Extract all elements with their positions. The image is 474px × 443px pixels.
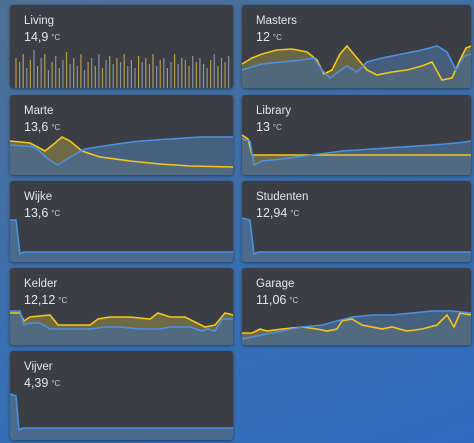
sensor-card-studenten[interactable]: Studenten 12,94 °C (242, 181, 471, 262)
sensor-card-garage[interactable]: Garage 11,06 °C (242, 268, 471, 345)
series-line-blue (242, 217, 471, 256)
sensor-card-kelder[interactable]: Kelder 12,12 °C (10, 268, 233, 345)
series-fill-blue (242, 218, 471, 262)
history-graph-masters (242, 44, 471, 88)
empty-dashboard-area (242, 349, 471, 441)
history-graph-studenten (242, 217, 471, 262)
series-line-yellow (10, 312, 233, 328)
series-line-blue (242, 138, 471, 167)
unit-label: °C (51, 123, 61, 132)
sensor-card-vijver[interactable]: Vijver 4,39 °C (10, 351, 233, 440)
unit-label: °C (289, 296, 299, 305)
unit-label: °C (272, 123, 282, 132)
series-fill-blue (10, 311, 233, 345)
series-fill-blue (242, 46, 471, 88)
series-line-yellow (242, 44, 471, 81)
sensor-name: Kelder (24, 278, 58, 290)
sensor-name: Studenten (256, 191, 309, 203)
series-fill-blue (10, 220, 233, 262)
unit-label: °C (51, 379, 61, 388)
history-graph-library (242, 134, 471, 175)
series-line-blue (10, 393, 233, 432)
sensor-name: Vijver (24, 361, 53, 373)
series-line-yellow (242, 134, 471, 156)
series-fill-blue (242, 139, 471, 175)
history-graph-vijver (10, 393, 233, 440)
unit-label: °C (58, 296, 68, 305)
sensor-card-living[interactable]: Living 14,9 °C (10, 5, 233, 88)
series-line-blue (242, 45, 471, 80)
sensor-value: 13,6 °C (24, 120, 61, 134)
sensor-name: Library (256, 105, 292, 117)
sensor-card-library[interactable]: Library 13 °C (242, 95, 471, 175)
sensor-name: Garage (256, 278, 295, 290)
series-fill-blue (242, 311, 471, 345)
history-graph-living (15, 50, 230, 88)
history-graph-wijke (10, 219, 233, 262)
unit-label: °C (51, 33, 61, 42)
series-fill-blue (10, 394, 233, 440)
series-line-yellow (10, 136, 233, 168)
sensor-value: 13 °C (256, 120, 282, 134)
sensor-value: 4,39 °C (24, 376, 61, 390)
unit-label: °C (51, 209, 61, 218)
series-line-blue (10, 310, 233, 332)
series-line-blue (242, 310, 471, 340)
series-line-blue (10, 136, 233, 166)
sensor-value: 13,6 °C (24, 206, 61, 220)
sensor-card-wijke[interactable]: Wijke 13,6 °C (10, 181, 233, 262)
unit-label: °C (272, 33, 282, 42)
sensor-value: 12,94 °C (256, 206, 300, 220)
history-graph-marte (10, 136, 233, 175)
sensor-name: Marte (24, 105, 54, 117)
sensor-card-marte[interactable]: Marte 13,6 °C (10, 95, 233, 175)
sensor-name: Wijke (24, 191, 53, 203)
history-graph-garage (242, 310, 471, 345)
sensor-card-masters[interactable]: Masters 12 °C (242, 5, 471, 88)
unit-label: °C (290, 209, 300, 218)
sensor-value: 14,9 °C (24, 30, 61, 44)
sensor-value: 11,06 °C (256, 293, 299, 307)
series-line-blue (10, 219, 233, 256)
sensor-value: 12,12 °C (24, 293, 68, 307)
series-line-yellow (242, 312, 471, 334)
history-graph-kelder (10, 310, 233, 345)
sensor-name: Living (24, 15, 55, 27)
sensor-name: Masters (256, 15, 297, 27)
sensor-value: 12 °C (256, 30, 282, 44)
